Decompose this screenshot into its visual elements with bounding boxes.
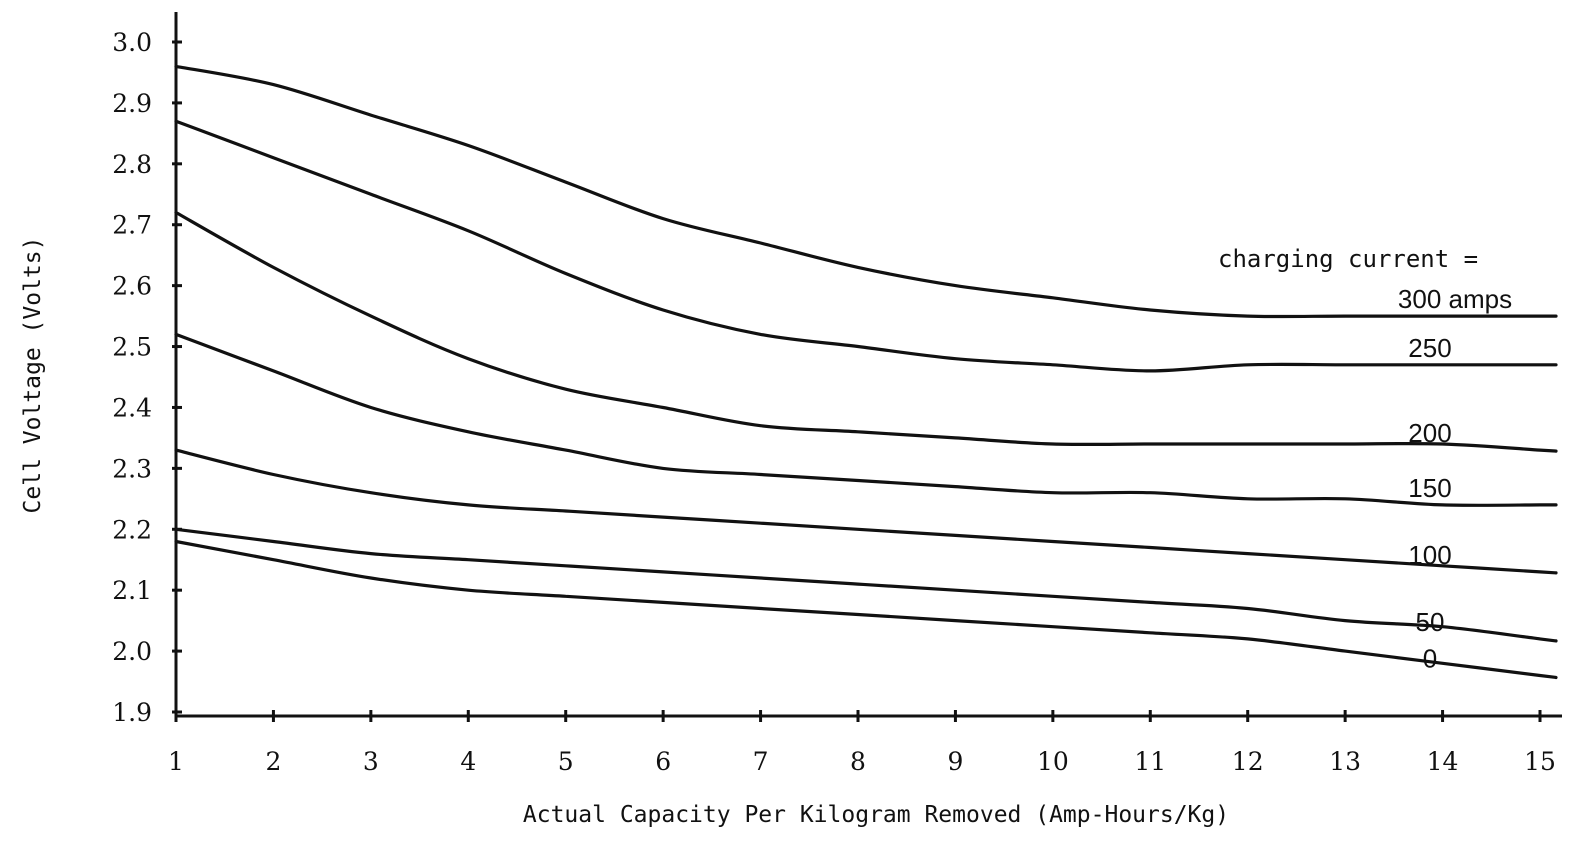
x-tick-label: 7 bbox=[753, 747, 769, 776]
series-label: 0 bbox=[1423, 643, 1437, 673]
series-label: 50 bbox=[1416, 607, 1445, 637]
y-tick-label: 2.1 bbox=[112, 576, 152, 605]
x-tick-label: 11 bbox=[1134, 747, 1166, 776]
x-tick-label: 2 bbox=[265, 747, 281, 776]
x-tick-label: 10 bbox=[1037, 747, 1069, 776]
legend-title: charging current = bbox=[1218, 245, 1478, 273]
series-line bbox=[174, 119, 1558, 373]
series-label: 200 bbox=[1408, 418, 1451, 448]
x-tick-label: 12 bbox=[1232, 747, 1264, 776]
y-tick-label: 2.5 bbox=[112, 333, 152, 362]
x-tick-label: 8 bbox=[850, 747, 866, 776]
ticks: 1.92.02.12.22.32.42.52.62.72.82.93.01 2 3 4… bbox=[112, 28, 1556, 776]
series-label: 300 amps bbox=[1398, 284, 1512, 314]
series-line bbox=[174, 332, 1558, 507]
x-tick-label: 15 bbox=[1524, 747, 1556, 776]
axes bbox=[174, 12, 1562, 718]
y-tick-label: 1.9 bbox=[112, 698, 152, 727]
series-line bbox=[174, 527, 1558, 643]
series-line bbox=[174, 210, 1558, 453]
x-axis-title: Actual Capacity Per Kilogram Removed (Am… bbox=[523, 802, 1229, 828]
x-tick-label: 3 bbox=[363, 747, 379, 776]
x-tick-label: 13 bbox=[1329, 747, 1361, 776]
y-tick-label: 2.2 bbox=[112, 515, 152, 544]
x-tick-label: 5 bbox=[558, 747, 574, 776]
series-line bbox=[174, 64, 1558, 319]
y-tick-label: 2.4 bbox=[112, 393, 152, 422]
series-labels: 300 amps 250 200 150 100 50 0 bbox=[1398, 284, 1512, 673]
x-tick-label: 4 bbox=[460, 747, 476, 776]
y-tick-label: 2.8 bbox=[112, 150, 152, 179]
x-tick-label: 14 bbox=[1427, 747, 1459, 776]
series-label: 150 bbox=[1408, 473, 1451, 503]
y-tick-label: 2.6 bbox=[112, 272, 152, 301]
y-axis-title: Cell Voltage (Volts) bbox=[20, 237, 46, 514]
y-tick-label: 2.9 bbox=[112, 89, 152, 118]
series-label: 250 bbox=[1408, 333, 1451, 363]
x-tick-label: 1 bbox=[168, 747, 184, 776]
series-label: 100 bbox=[1408, 540, 1451, 570]
series-line bbox=[174, 539, 1558, 680]
x-tick-label: 9 bbox=[947, 747, 963, 776]
y-tick-label: 2.3 bbox=[112, 454, 152, 483]
y-tick-label: 2.7 bbox=[112, 211, 152, 240]
y-tick-label: 3.0 bbox=[112, 28, 152, 57]
series-line bbox=[174, 448, 1558, 575]
curves bbox=[174, 64, 1558, 680]
x-tick-label: 6 bbox=[655, 747, 671, 776]
y-tick-label: 2.0 bbox=[112, 637, 152, 666]
